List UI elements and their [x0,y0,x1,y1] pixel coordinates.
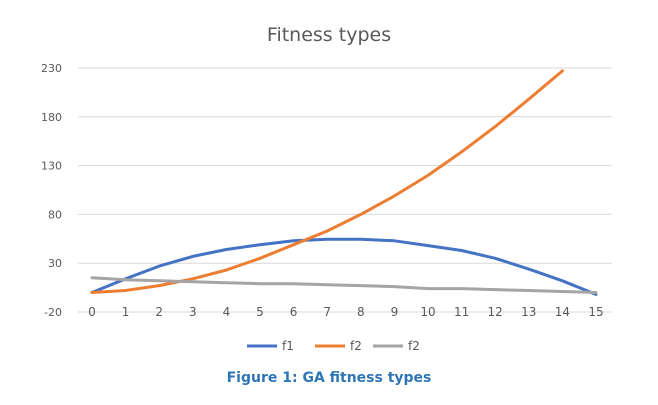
x-tick-label: 3 [189,305,197,319]
x-tick-label: 14 [555,305,570,319]
x-tick-label: 11 [454,305,469,319]
x-tick-label: 4 [223,305,231,319]
x-tick-label: 15 [588,305,603,319]
x-tick-label: 5 [256,305,264,319]
x-tick-label: 8 [357,305,365,319]
y-tick-label: 230 [41,62,62,75]
x-axis: 0 1 2 3 4 5 6 7 8 9 10 11 12 13 14 15 [88,305,603,319]
legend-label: f1 [282,339,294,353]
y-tick-label: 130 [41,160,62,173]
x-tick-label: 13 [521,305,536,319]
series-line-1 [90,237,598,296]
x-tick-label: 6 [290,305,298,319]
series-line-2 [90,69,564,294]
legend-label: f2 [408,339,420,353]
x-tick-label: 0 [88,305,96,319]
x-tick-label: 10 [420,305,435,319]
y-tick-label: 180 [41,111,62,124]
x-tick-label: 12 [488,305,503,319]
legend: f1 f2 f2 [247,339,420,353]
x-tick-label: 2 [155,305,163,319]
series-line-3 [90,276,598,294]
figure-caption: Figure 1: GA fitness types [226,370,432,386]
y-tick-label: 30 [48,257,62,270]
plot-area [90,69,598,296]
y-tick-label: -20 [44,306,62,319]
y-axis: -20 30 80 130 180 230 [41,62,62,319]
gridlines [78,67,612,313]
x-tick-label: 1 [122,305,130,319]
legend-label: f2 [350,339,362,353]
x-tick-label: 9 [391,305,399,319]
x-tick-label: 7 [323,305,331,319]
chart-title: Fitness types [267,24,391,46]
y-tick-label: 80 [48,208,62,221]
